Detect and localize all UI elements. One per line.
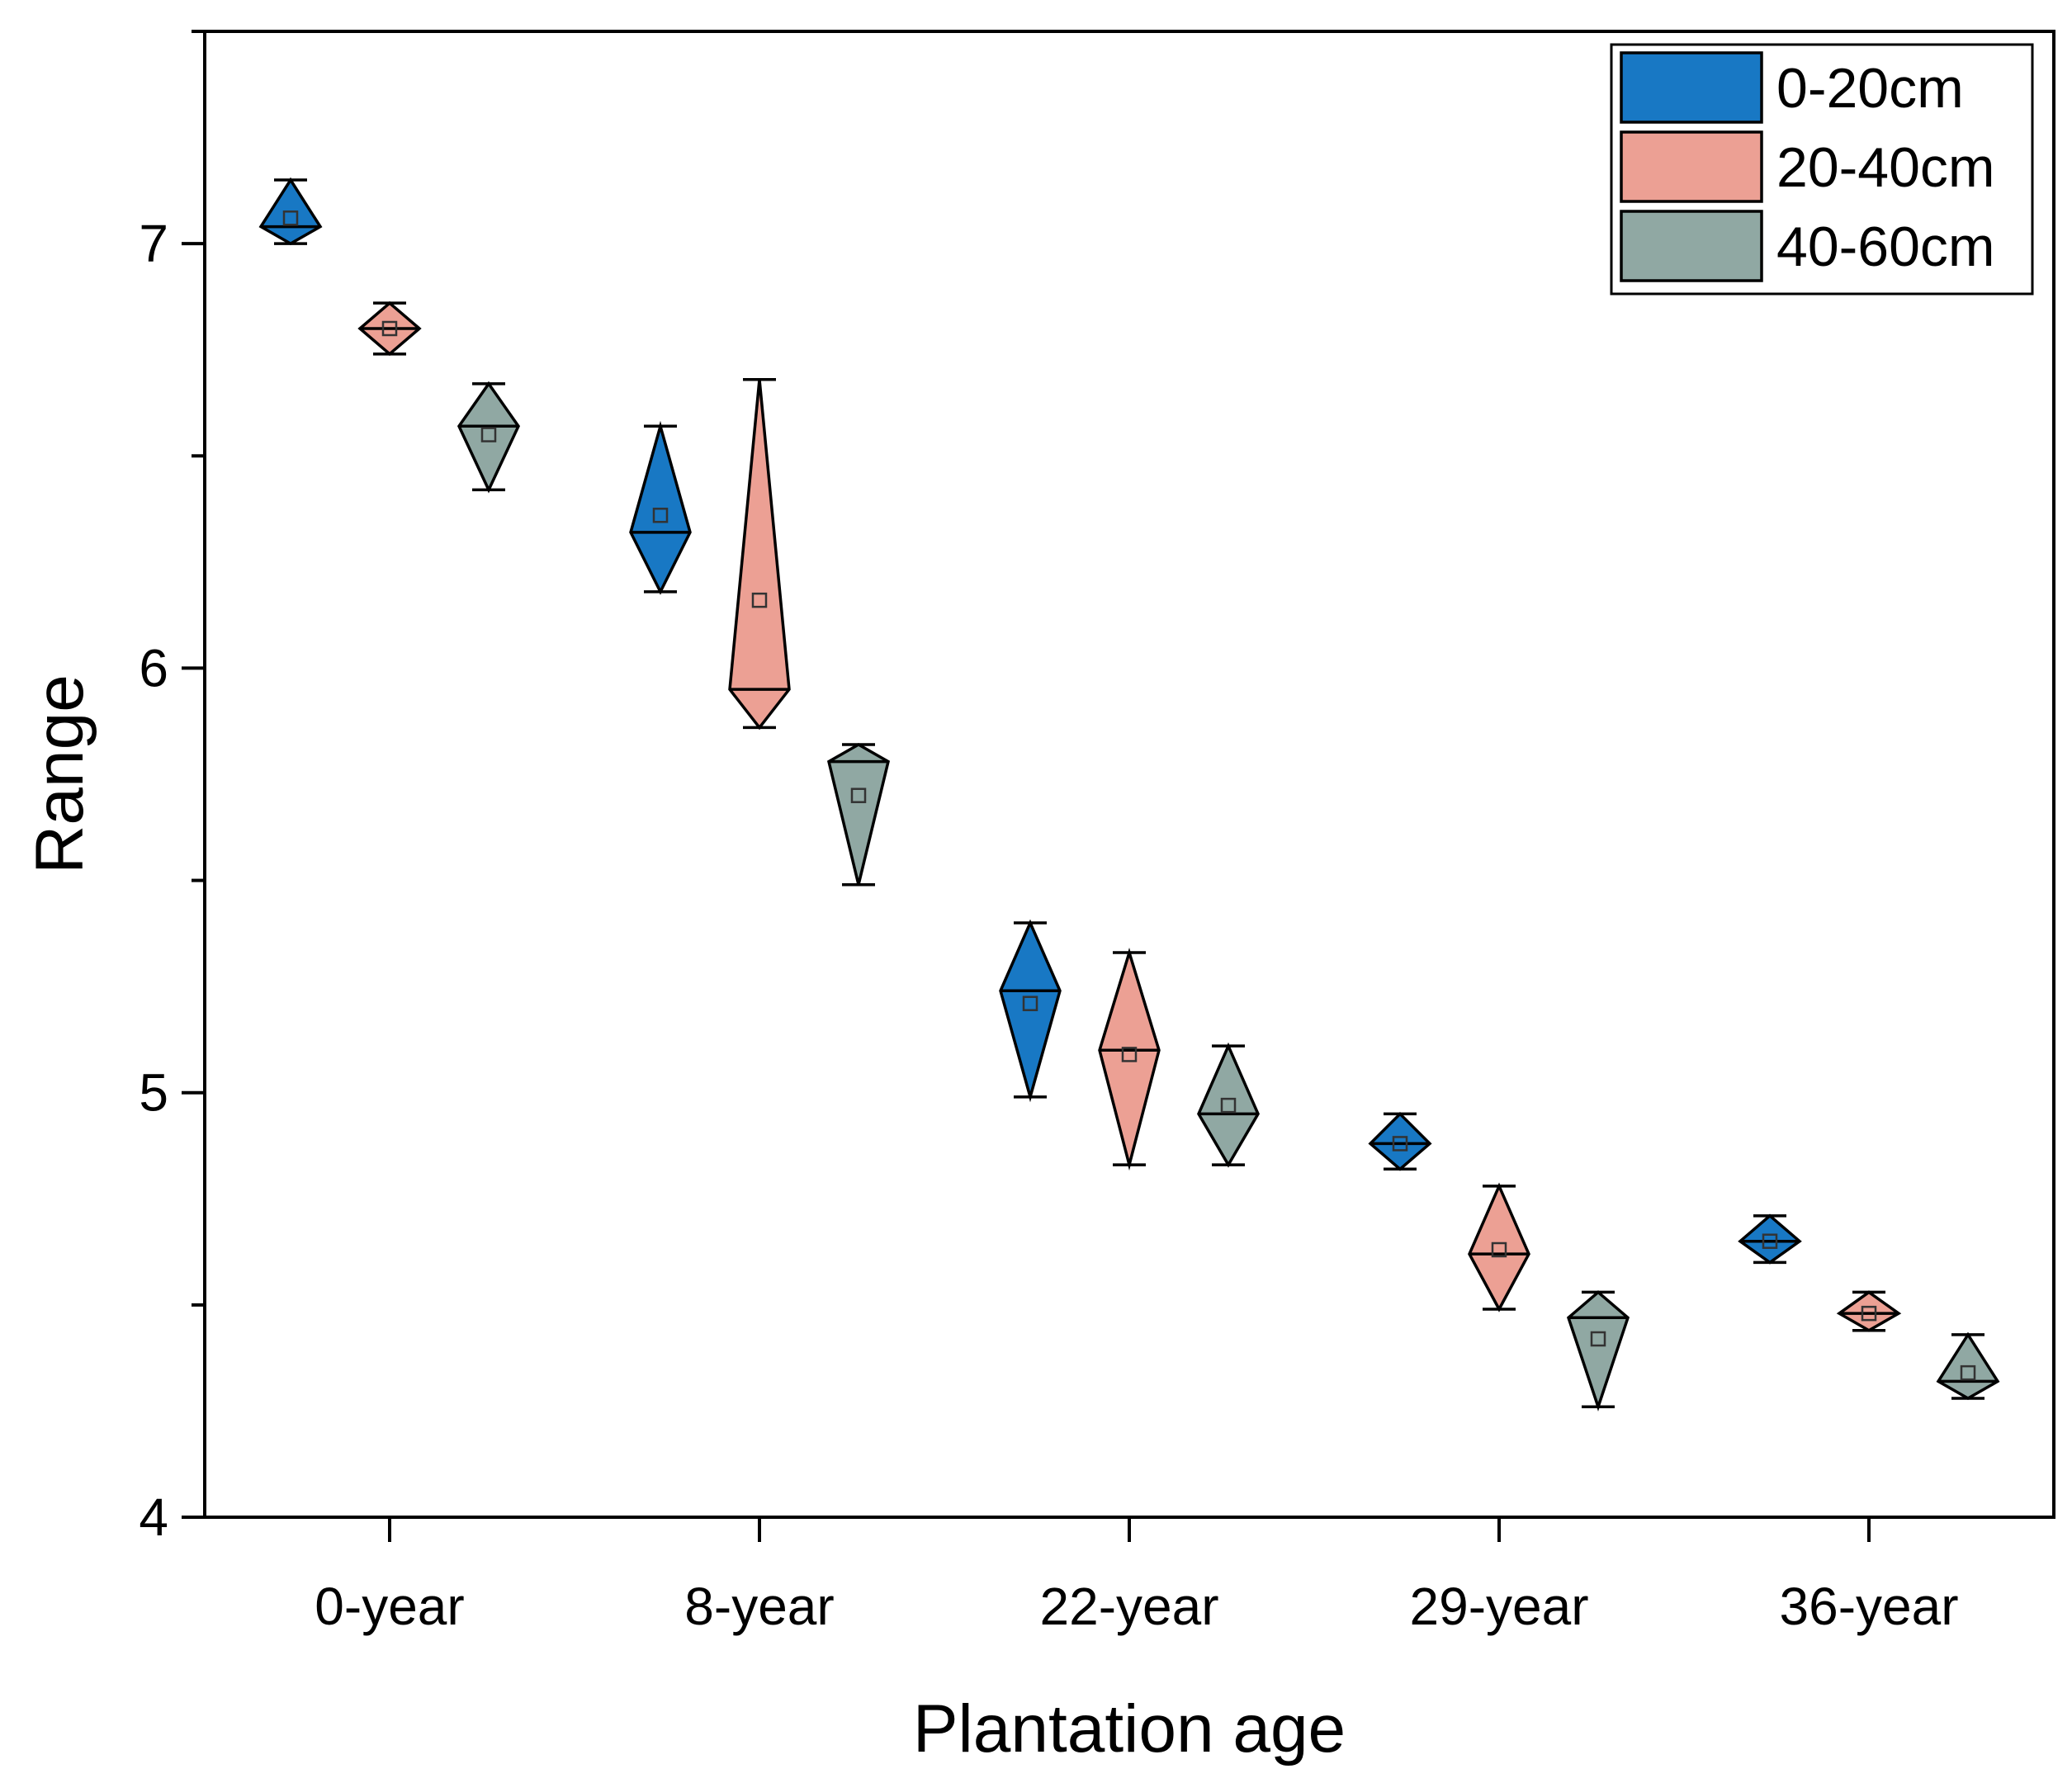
mean-marker — [1121, 1047, 1138, 1062]
diamond-mark — [1098, 947, 1161, 1171]
plot-area — [258, 177, 2000, 1412]
mean-marker — [381, 320, 398, 337]
diamond-mark — [1836, 1290, 1902, 1332]
series-20-40cm — [357, 300, 1902, 1332]
mean-marker — [1022, 996, 1038, 1011]
diamond-mark — [1566, 1290, 1630, 1412]
mean-marker — [652, 508, 669, 523]
legend-swatch — [1620, 210, 1763, 282]
y-tick-label: 5 — [139, 1063, 168, 1123]
mean-marker — [1590, 1331, 1606, 1347]
mean-marker — [1220, 1097, 1237, 1114]
y-axis: 4 5 6 7 — [139, 30, 205, 1547]
y-axis-title: Range — [22, 674, 97, 874]
x-tick-label: 29-year — [1410, 1577, 1589, 1636]
legend: 0-20cm 20-40cm 40-60cm — [1610, 43, 2034, 296]
x-tick-label: 8-year — [684, 1577, 834, 1636]
mean-marker — [480, 427, 497, 442]
mean-marker — [751, 592, 768, 608]
mean-marker — [1960, 1364, 1976, 1381]
mean-marker — [282, 210, 299, 226]
diamond-mark — [1738, 1213, 1802, 1265]
legend-label: 40-60cm — [1776, 215, 1995, 278]
x-tick-label: 22-year — [1040, 1577, 1219, 1636]
x-axis: 0-year 8-year 22-year 29-year 36-year — [315, 1517, 1959, 1636]
mean-marker — [1491, 1241, 1507, 1258]
diamond-mark — [1468, 1182, 1530, 1312]
series-0-20cm — [258, 177, 1802, 1265]
diamond-mark — [457, 381, 521, 494]
y-tick-label: 4 — [139, 1487, 168, 1547]
legend-label: 20-40cm — [1776, 136, 1995, 199]
mean-marker — [1762, 1233, 1778, 1249]
mean-marker — [850, 787, 867, 803]
diamond-mark — [1197, 1042, 1260, 1168]
diamond-mark — [1368, 1111, 1432, 1171]
diamond-mark — [728, 379, 791, 731]
y-tick-label: 6 — [139, 638, 168, 698]
legend-label: 0-20cm — [1776, 57, 1964, 120]
diamond-mark — [826, 742, 891, 886]
series-40-60cm — [457, 381, 2000, 1412]
mean-marker — [1392, 1136, 1408, 1152]
mean-marker — [1861, 1305, 1877, 1322]
x-tick-label: 0-year — [315, 1577, 464, 1636]
legend-swatch — [1620, 130, 1763, 203]
x-tick-label: 36-year — [1780, 1577, 1959, 1636]
y-tick-label: 7 — [139, 214, 168, 273]
x-axis-title: Plantation age — [913, 1691, 1346, 1766]
legend-swatch — [1620, 51, 1763, 124]
